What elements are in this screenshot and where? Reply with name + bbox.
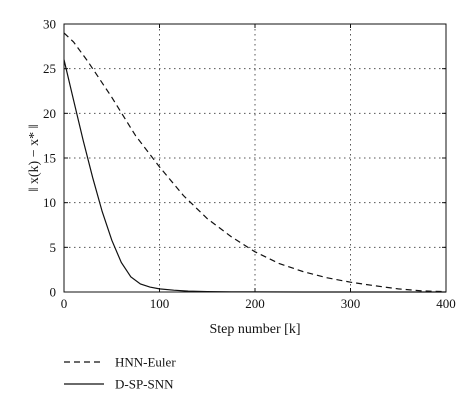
x-axis-label: Step number [k] <box>210 322 301 337</box>
axis-tick-labels: 0 100 200 300 400 0 5 10 15 20 25 30 <box>43 17 456 312</box>
legend-label: HNN-Euler <box>115 355 176 370</box>
plot-series <box>63 32 447 293</box>
legend: HNN-Euler D-SP-SNN <box>64 355 176 392</box>
series-line-hnn-euler <box>63 32 447 293</box>
x-tick-label: 200 <box>245 296 265 311</box>
y-tick-label: 25 <box>43 61 56 76</box>
x-tick-label: 400 <box>436 296 456 311</box>
axis-ticks <box>63 23 447 293</box>
legend-label: D-SP-SNN <box>115 377 174 392</box>
y-tick-label: 10 <box>43 195 56 210</box>
grid <box>64 24 446 292</box>
y-tick-label: 30 <box>43 17 56 32</box>
y-tick-label: 0 <box>50 285 57 300</box>
x-tick-label: 0 <box>61 296 68 311</box>
y-tick-label: 20 <box>43 106 56 121</box>
x-tick-label: 300 <box>341 296 361 311</box>
y-axis-label: ‖ x(k) − x* ‖ <box>27 124 42 191</box>
y-tick-label: 5 <box>50 240 57 255</box>
y-tick-label: 15 <box>43 151 56 166</box>
x-tick-label: 100 <box>150 296 170 311</box>
